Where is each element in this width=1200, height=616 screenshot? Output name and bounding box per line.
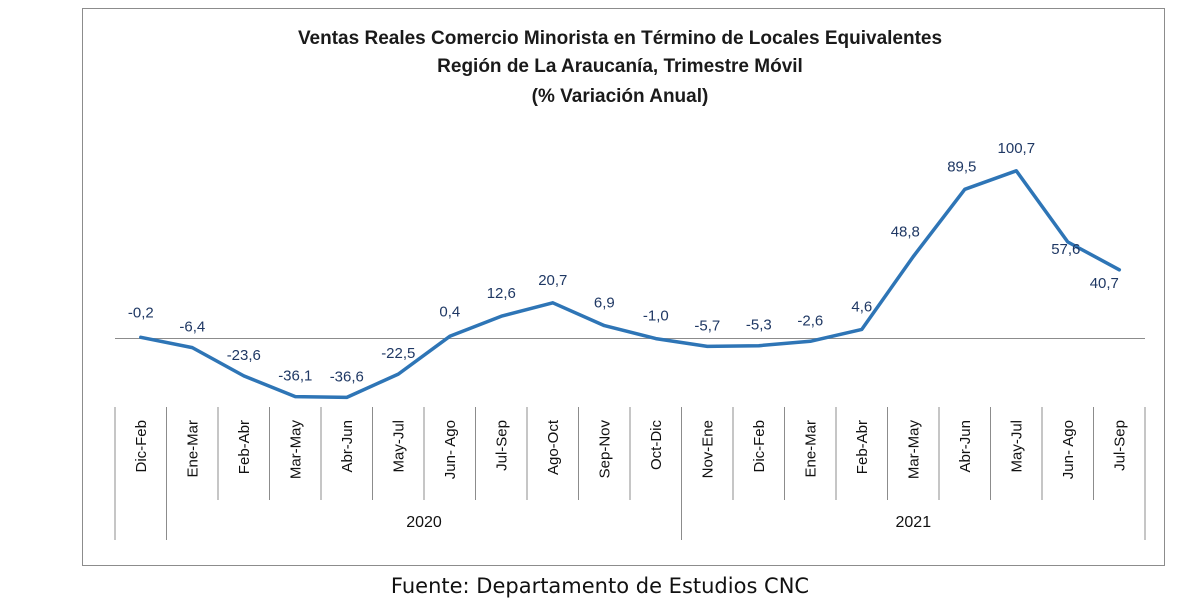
data-label: 89,5	[947, 158, 976, 175]
category-label: Jun- Ago	[442, 420, 459, 479]
category-label: Oct-Dic	[648, 420, 665, 470]
data-label: -5,7	[694, 317, 720, 334]
category-label: Sep-Nov	[596, 420, 613, 479]
year-group-label: 2021	[896, 514, 932, 531]
chart-title-line-1: Ventas Reales Comercio Minorista en Térm…	[298, 28, 942, 49]
data-label: 57,6	[1051, 241, 1080, 258]
chart-title-line-3: (% Variación Anual)	[532, 86, 709, 107]
data-label: 40,7	[1090, 275, 1119, 292]
category-label: Dic-Feb	[133, 420, 150, 473]
category-label: Jun- Ago	[1060, 420, 1077, 479]
data-label: 4,6	[851, 298, 872, 315]
data-label: -6,4	[179, 319, 205, 336]
category-label: Feb-Abr	[854, 420, 871, 474]
chart-title-line-2: Región de La Araucanía, Trimestre Móvil	[437, 56, 803, 77]
data-label: 100,7	[998, 140, 1036, 157]
category-label: Ene-Mar	[184, 420, 201, 478]
chart-title: Ventas Reales Comercio Minorista en Térm…	[298, 28, 942, 107]
category-ticks	[114, 407, 1146, 540]
data-label: -36,1	[278, 368, 312, 385]
data-label: -0,2	[128, 304, 154, 321]
category-label: Abr-Jun	[957, 420, 974, 473]
year-group-label: 2020	[406, 514, 442, 531]
year-group-labels: 2020 2021	[406, 514, 931, 531]
data-label: -36,6	[330, 368, 364, 385]
data-label: -22,5	[381, 345, 415, 362]
source-note: Fuente: Departamento de Estudios CNC	[390, 574, 810, 598]
data-label: -1,0	[643, 308, 669, 325]
category-label: Jul-Sep	[493, 420, 510, 471]
category-label: Feb-Abr	[236, 420, 253, 474]
data-label: 12,6	[487, 285, 516, 302]
data-labels: -0,2 -6,4 -23,6 -36,1 -36,6 -22,5 0,4 12,6 20,7 6…	[128, 140, 1119, 386]
data-label: 0,4	[439, 303, 460, 320]
data-label: 20,7	[538, 272, 567, 289]
category-label: Abr-Jun	[339, 420, 356, 473]
data-label: -23,6	[227, 347, 261, 364]
category-label: Ago-Oct	[545, 419, 562, 475]
line-chart: Ventas Reales Comercio Minorista en Térm…	[114, 28, 1146, 540]
data-label: 48,8	[891, 224, 920, 241]
category-label: Mar-May	[905, 420, 922, 480]
chart-frame	[82, 8, 1165, 566]
category-label: Jul-Sep	[1111, 420, 1128, 471]
category-label: Nov-Ene	[699, 420, 716, 478]
category-label: May-Jul	[390, 420, 407, 473]
category-labels: Dic-Feb Ene-Mar Feb-Abr Mar-May Abr-Jun May-J…	[133, 419, 1129, 479]
category-label: Ene-Mar	[802, 420, 819, 478]
category-label: May-Jul	[1008, 420, 1025, 473]
category-label: Mar-May	[287, 420, 304, 480]
data-label: 6,9	[594, 295, 615, 312]
series-line	[139, 169, 1122, 400]
category-label: Dic-Feb	[751, 420, 768, 473]
data-label: -2,6	[797, 312, 823, 329]
data-label: -5,3	[746, 317, 772, 334]
